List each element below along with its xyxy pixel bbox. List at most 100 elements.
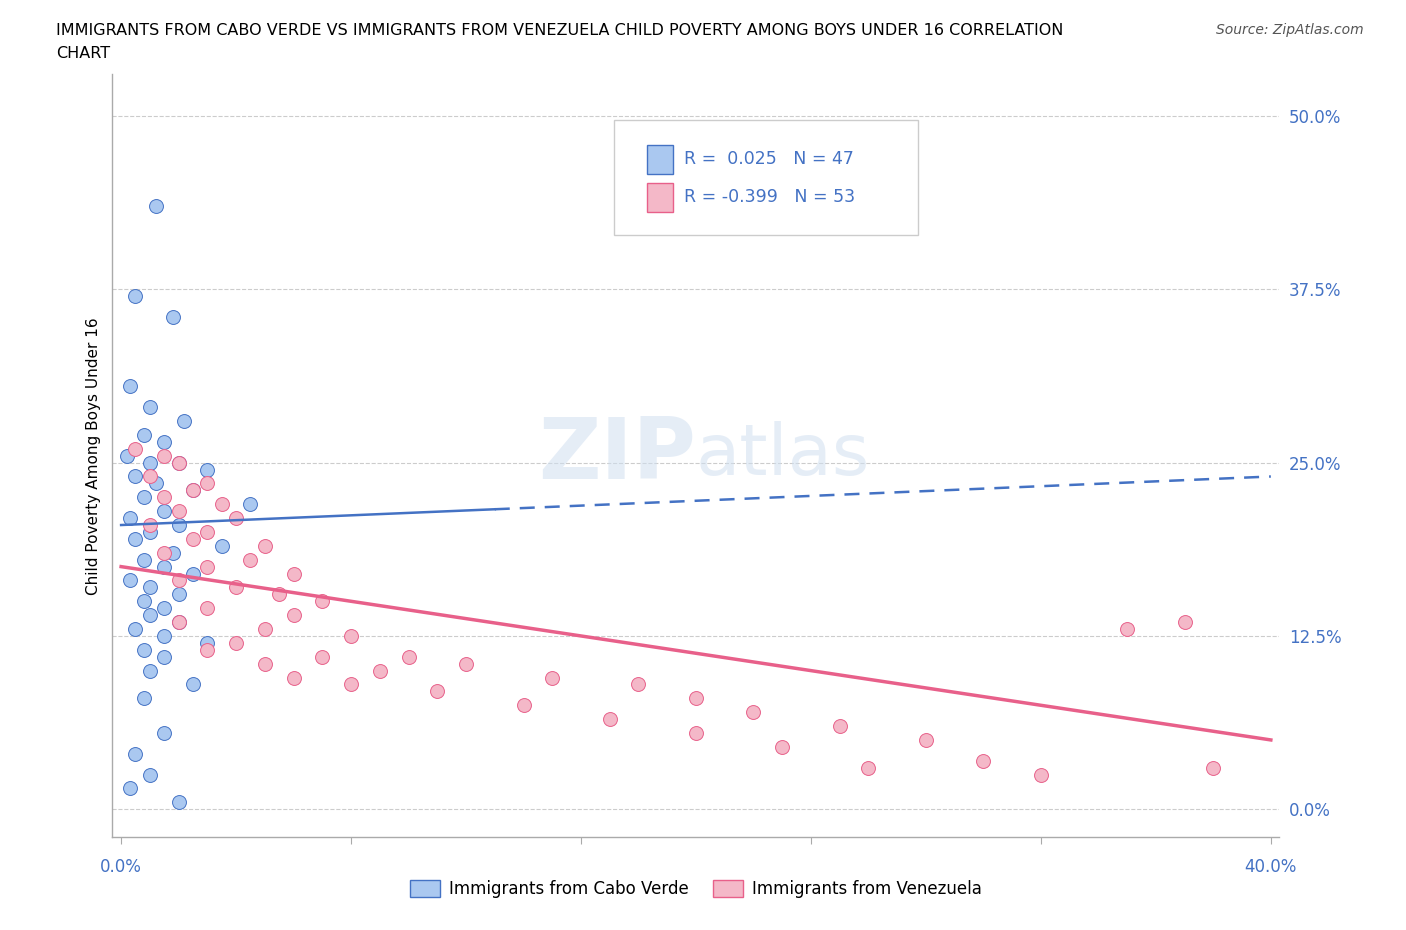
Point <box>153 434 176 449</box>
Point <box>167 615 190 630</box>
Point <box>211 497 233 512</box>
Point <box>139 518 162 533</box>
Point <box>162 545 184 560</box>
Point <box>972 753 994 768</box>
Point <box>239 552 262 567</box>
Point <box>454 657 477 671</box>
Point <box>195 525 218 539</box>
Text: atlas: atlas <box>696 421 870 490</box>
Point <box>211 538 233 553</box>
FancyBboxPatch shape <box>614 120 918 234</box>
Point <box>239 497 262 512</box>
Point <box>368 663 391 678</box>
Point <box>153 629 176 644</box>
Point <box>253 538 276 553</box>
Point <box>599 711 621 726</box>
Point <box>145 476 167 491</box>
Point <box>167 455 190 470</box>
Point <box>283 607 305 622</box>
Text: R = -0.399   N = 53: R = -0.399 N = 53 <box>685 188 855 206</box>
Point <box>132 490 155 505</box>
Point <box>173 414 195 429</box>
Point <box>253 657 276 671</box>
Point <box>858 760 880 775</box>
Point <box>512 698 534 712</box>
Point <box>139 469 162 484</box>
Point <box>167 518 190 533</box>
Point <box>283 566 305 581</box>
Point <box>115 448 138 463</box>
Point <box>195 601 218 616</box>
Text: 40.0%: 40.0% <box>1244 857 1296 876</box>
Point <box>167 795 190 810</box>
Point <box>162 310 184 325</box>
Point <box>311 594 333 609</box>
Text: CHART: CHART <box>56 46 110 61</box>
Point <box>124 621 146 636</box>
Text: ZIP: ZIP <box>538 414 696 498</box>
Text: Source: ZipAtlas.com: Source: ZipAtlas.com <box>1216 23 1364 37</box>
Point <box>124 531 146 546</box>
Point <box>118 511 141 525</box>
Text: R =  0.025   N = 47: R = 0.025 N = 47 <box>685 150 855 168</box>
Point <box>132 594 155 609</box>
Point <box>153 601 176 616</box>
Point <box>1116 621 1139 636</box>
Point <box>139 455 162 470</box>
Point <box>153 559 176 574</box>
Point <box>124 747 146 762</box>
Point <box>181 566 204 581</box>
Y-axis label: Child Poverty Among Boys Under 16: Child Poverty Among Boys Under 16 <box>86 317 101 594</box>
Point <box>195 476 218 491</box>
Point <box>132 643 155 658</box>
Point <box>770 739 793 754</box>
Point <box>627 677 650 692</box>
Point <box>124 289 146 304</box>
Point <box>145 199 167 214</box>
Text: 0.0%: 0.0% <box>100 857 142 876</box>
Point <box>167 504 190 519</box>
Point <box>253 621 276 636</box>
Point <box>915 733 938 748</box>
FancyBboxPatch shape <box>647 182 672 212</box>
Point <box>742 705 765 720</box>
Point <box>1029 767 1052 782</box>
Point <box>167 455 190 470</box>
Point <box>283 671 305 685</box>
Point <box>195 635 218 650</box>
Point <box>167 587 190 602</box>
Point <box>118 379 141 393</box>
Point <box>118 781 141 796</box>
Point <box>685 725 707 740</box>
Point <box>340 677 363 692</box>
Point <box>311 649 333 664</box>
Point <box>225 635 247 650</box>
Legend: Immigrants from Cabo Verde, Immigrants from Venezuela: Immigrants from Cabo Verde, Immigrants f… <box>404 873 988 905</box>
Point <box>124 469 146 484</box>
Point <box>195 559 218 574</box>
Text: IMMIGRANTS FROM CABO VERDE VS IMMIGRANTS FROM VENEZUELA CHILD POVERTY AMONG BOYS: IMMIGRANTS FROM CABO VERDE VS IMMIGRANTS… <box>56 23 1063 38</box>
Point <box>139 580 162 595</box>
Point <box>269 587 291 602</box>
Point <box>139 525 162 539</box>
Point <box>195 462 218 477</box>
Point <box>426 684 449 698</box>
Point <box>132 691 155 706</box>
Point <box>181 531 204 546</box>
Point <box>181 483 204 498</box>
Point <box>167 573 190 588</box>
Point <box>1174 615 1197 630</box>
Point <box>153 545 176 560</box>
Point <box>181 483 204 498</box>
Point <box>541 671 564 685</box>
Point <box>225 580 247 595</box>
Point <box>153 448 176 463</box>
Point <box>139 767 162 782</box>
FancyBboxPatch shape <box>647 144 672 174</box>
Point <box>153 725 176 740</box>
Point <box>225 511 247 525</box>
Point <box>124 442 146 457</box>
Point <box>132 552 155 567</box>
Point <box>139 400 162 415</box>
Point <box>340 629 363 644</box>
